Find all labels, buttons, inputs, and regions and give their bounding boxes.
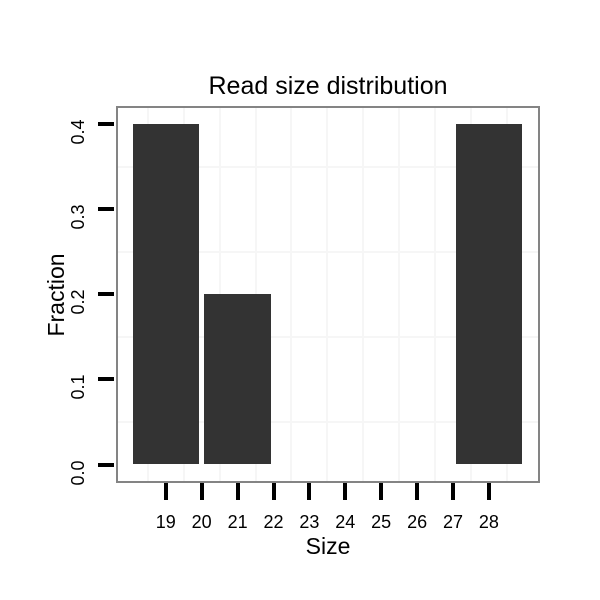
x-tick-mark [235, 483, 240, 500]
minor-gridline-vertical [434, 108, 437, 481]
y-tick-mark [98, 462, 114, 467]
x-tick-mark [307, 483, 312, 500]
x-tick-label: 22 [263, 512, 284, 532]
y-tick-label: 0.2 [68, 289, 88, 315]
x-tick-label: 21 [227, 512, 248, 532]
y-tick-mark [98, 377, 114, 382]
chart-title: Read size distribution [208, 72, 448, 100]
minor-gridline-vertical [362, 108, 365, 481]
plot-panel [116, 106, 540, 483]
x-tick-mark [486, 483, 491, 500]
y-tick-label: 0.1 [68, 374, 88, 400]
x-tick-mark [199, 483, 204, 500]
x-tick-mark [451, 483, 455, 500]
x-tick-mark [343, 483, 348, 500]
minor-gridline-horizontal [118, 165, 538, 168]
x-tick-label: 26 [407, 512, 428, 532]
minor-gridline-vertical [398, 108, 401, 481]
x-tick-label: 23 [299, 512, 320, 532]
x-axis-title: Size [305, 533, 351, 559]
x-tick-label: 19 [155, 512, 176, 532]
minor-gridline-horizontal [118, 335, 538, 338]
minor-gridline-horizontal [118, 250, 538, 253]
y-tick-label: 0.0 [68, 459, 88, 486]
x-tick-label: 27 [442, 512, 464, 532]
x-tick-mark [271, 483, 276, 500]
x-tick-label: 25 [371, 512, 392, 532]
y-tick-label: 0.4 [68, 119, 88, 145]
y-axis-title: Fraction [43, 253, 69, 337]
minor-gridline-vertical [326, 108, 329, 481]
minor-gridline-vertical [290, 108, 293, 481]
y-tick-label: 0.3 [68, 204, 88, 230]
minor-gridline-horizontal [118, 420, 538, 423]
y-tick-mark [98, 122, 114, 127]
x-tick-label: 20 [191, 512, 212, 532]
histogram-bar [132, 124, 199, 465]
x-tick-label: 24 [335, 512, 356, 532]
histogram-bar [455, 124, 523, 465]
y-tick-mark [98, 292, 114, 297]
y-tick-mark [98, 207, 114, 212]
histogram-bar [204, 294, 271, 465]
x-tick-mark [163, 483, 168, 500]
x-tick-mark [415, 483, 420, 500]
x-tick-label: 28 [478, 512, 499, 532]
x-tick-mark [379, 483, 384, 500]
